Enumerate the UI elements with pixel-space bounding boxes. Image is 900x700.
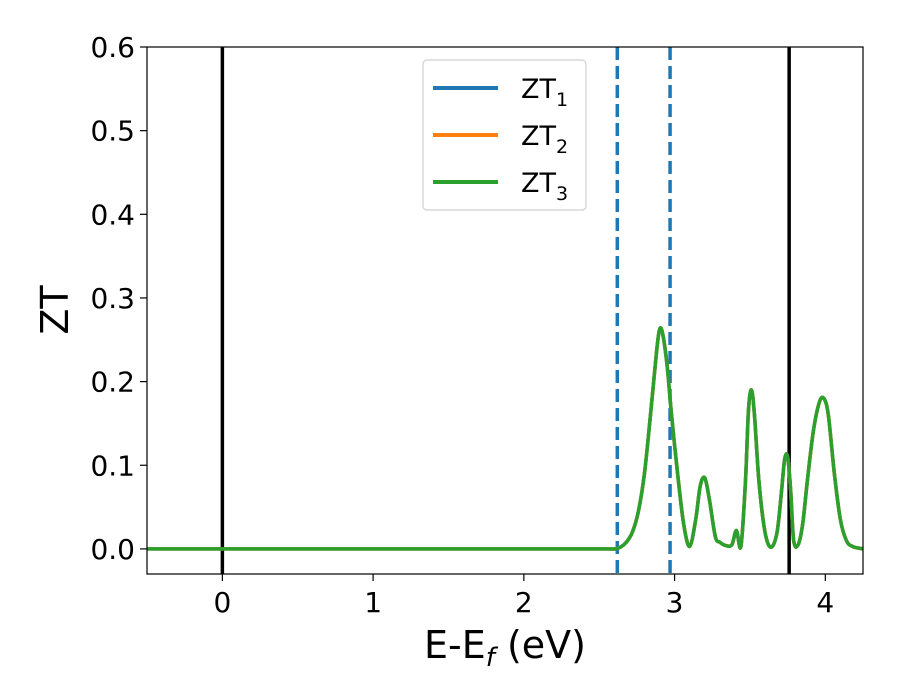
- y-tick-label: 0.4: [90, 198, 135, 231]
- y-axis-title: ZT: [33, 285, 77, 335]
- y-tick-label: 0.2: [90, 366, 135, 399]
- x-tick-label: 2: [515, 586, 533, 619]
- plot-frame: [146, 46, 864, 575]
- reference-lines: [220, 47, 791, 574]
- x-tick-label: 3: [666, 586, 684, 619]
- legend-frame: [422, 59, 587, 211]
- ticks: 0 1 2 3 4 0.0 0.1 0.2 0.3 0.4 0.5 0.6: [90, 31, 834, 619]
- y-tick-label: 0.3: [90, 282, 135, 315]
- x-tick-label: 0: [213, 586, 231, 619]
- legend-label-3: ZT3: [521, 168, 568, 205]
- y-tick-label: 0.6: [90, 31, 135, 64]
- x-tick-label: 4: [816, 586, 834, 619]
- legend: ZT1 ZT2 ZT3: [422, 59, 587, 211]
- legend-label-2: ZT2: [521, 121, 568, 158]
- series-line-3: [146, 326, 864, 551]
- x-tick-label: 1: [364, 586, 382, 619]
- legend-label-1: ZT1: [521, 74, 568, 111]
- y-tick-label: 0.1: [90, 449, 135, 482]
- x-axis-title: E-Ef (eV): [424, 623, 586, 673]
- y-tick-label: 0.0: [90, 533, 135, 566]
- y-tick-label: 0.5: [90, 115, 135, 148]
- series: [146, 326, 864, 551]
